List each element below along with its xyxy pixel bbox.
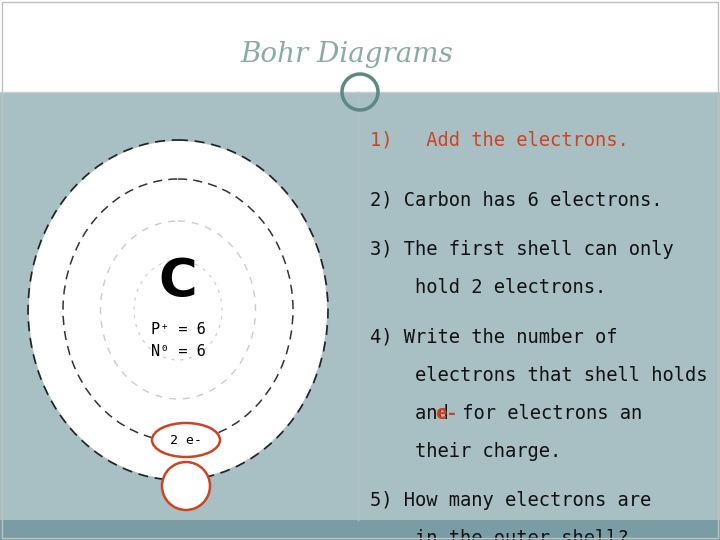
- Text: and: and: [370, 403, 460, 423]
- Text: electrons that shell holds: electrons that shell holds: [370, 366, 708, 384]
- Text: 4) Write the number of: 4) Write the number of: [370, 328, 618, 347]
- Text: N⁰ = 6: N⁰ = 6: [150, 345, 205, 360]
- Text: 2) Carbon has 6 electrons.: 2) Carbon has 6 electrons.: [370, 191, 662, 210]
- Text: 3) The first shell can only: 3) The first shell can only: [370, 240, 674, 259]
- Text: for electrons an: for electrons an: [451, 403, 642, 423]
- Bar: [0, 92, 720, 520]
- Text: in the outer shell?: in the outer shell?: [370, 529, 629, 540]
- Text: Bohr Diagrams: Bohr Diagrams: [240, 42, 453, 69]
- Bar: [0, 520, 720, 540]
- Bar: [0, 0, 720, 92]
- Text: 5) How many electrons are: 5) How many electrons are: [370, 491, 652, 510]
- Ellipse shape: [29, 141, 327, 479]
- Text: 1)   Add the electrons.: 1) Add the electrons.: [370, 130, 629, 149]
- Text: C: C: [158, 256, 197, 308]
- Ellipse shape: [152, 423, 220, 457]
- Text: hold 2 electrons.: hold 2 electrons.: [370, 278, 606, 297]
- Text: e-: e-: [435, 403, 457, 423]
- Text: 2 e-: 2 e-: [170, 434, 202, 447]
- Text: P⁺ = 6: P⁺ = 6: [150, 322, 205, 338]
- Circle shape: [162, 462, 210, 510]
- Text: their charge.: their charge.: [370, 442, 562, 461]
